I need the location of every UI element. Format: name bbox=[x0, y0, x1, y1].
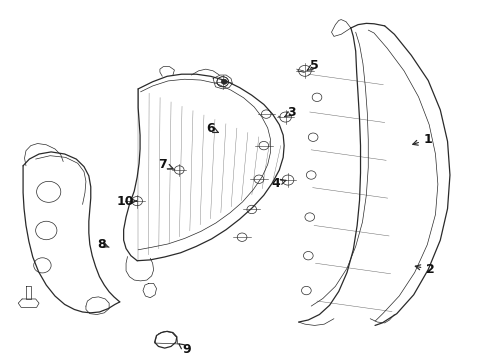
Circle shape bbox=[221, 79, 226, 84]
Text: 6: 6 bbox=[206, 122, 218, 135]
Text: 1: 1 bbox=[412, 133, 432, 146]
Text: 3: 3 bbox=[284, 105, 296, 118]
Text: 4: 4 bbox=[271, 177, 285, 190]
Text: 8: 8 bbox=[98, 238, 109, 251]
Text: 2: 2 bbox=[414, 263, 434, 276]
Text: 9: 9 bbox=[179, 343, 190, 356]
Text: 7: 7 bbox=[158, 158, 173, 171]
Text: 10: 10 bbox=[116, 194, 137, 208]
Text: 5: 5 bbox=[306, 59, 318, 72]
